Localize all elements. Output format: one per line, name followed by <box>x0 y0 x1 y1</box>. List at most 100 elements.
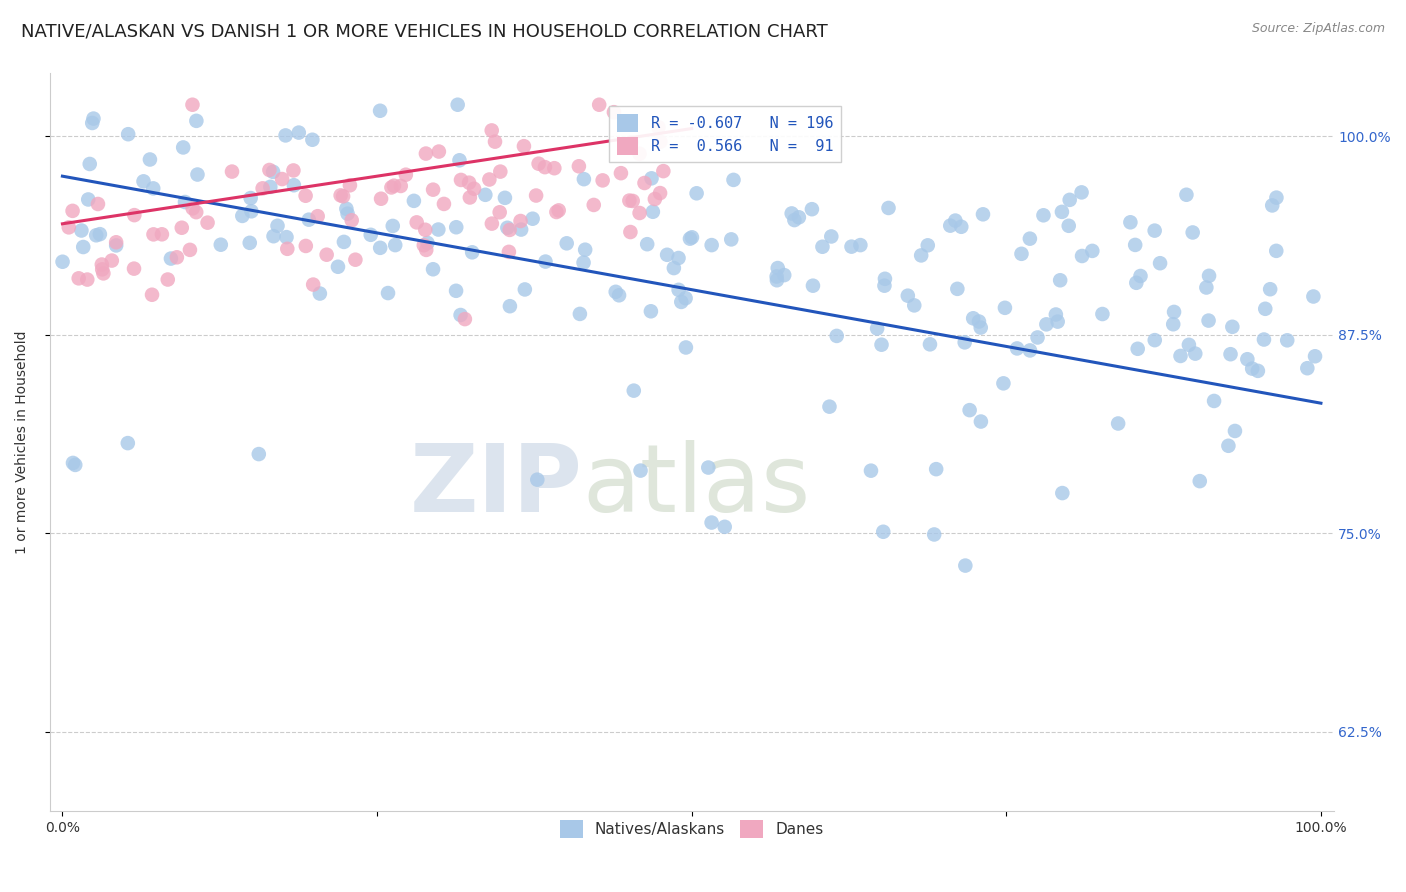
Point <box>449 153 471 168</box>
Point <box>1045 308 1067 322</box>
Point <box>610 166 633 180</box>
Point <box>1241 361 1264 376</box>
Point <box>84 228 107 243</box>
Point <box>1303 349 1326 363</box>
Point <box>619 194 641 208</box>
Point <box>588 97 610 112</box>
Point <box>1052 486 1074 500</box>
Point <box>1018 232 1040 246</box>
Point <box>568 159 591 173</box>
Point <box>866 321 889 335</box>
Point <box>903 298 925 312</box>
Point <box>939 219 962 233</box>
Point <box>700 238 723 252</box>
Point <box>1046 315 1069 329</box>
Text: Source: ZipAtlas.com: Source: ZipAtlas.com <box>1251 22 1385 36</box>
Point <box>636 237 658 252</box>
Point <box>333 235 356 249</box>
Y-axis label: 1 or more Vehicles in Household: 1 or more Vehicles in Household <box>15 330 30 554</box>
Point <box>301 133 323 147</box>
Point <box>619 225 641 239</box>
Point <box>972 207 994 221</box>
Point <box>82 116 104 130</box>
Point <box>623 384 645 398</box>
Point <box>395 168 418 182</box>
Point <box>582 198 605 212</box>
Point <box>633 176 655 190</box>
Point <box>641 204 664 219</box>
Point <box>380 180 402 194</box>
Point <box>65 458 87 472</box>
Point <box>416 235 439 250</box>
Point <box>818 400 841 414</box>
Point <box>555 236 578 251</box>
Point <box>1026 330 1049 344</box>
Point <box>274 128 297 143</box>
Point <box>620 136 643 150</box>
Point <box>415 243 437 257</box>
Point <box>959 403 981 417</box>
Point <box>681 230 703 244</box>
Point <box>186 113 208 128</box>
Point <box>534 160 557 174</box>
Point <box>308 286 330 301</box>
Point <box>263 229 285 244</box>
Point <box>607 288 630 302</box>
Point <box>122 261 145 276</box>
Point <box>239 235 262 250</box>
Point <box>295 239 318 253</box>
Point <box>72 240 94 254</box>
Point <box>489 164 512 178</box>
Point <box>1057 219 1080 233</box>
Point <box>800 202 823 217</box>
Point <box>766 261 789 276</box>
Point <box>259 179 281 194</box>
Point <box>259 163 281 178</box>
Point <box>51 254 73 268</box>
Point <box>628 146 651 161</box>
Point <box>640 304 662 318</box>
Point <box>499 299 522 313</box>
Point <box>326 260 349 274</box>
Point <box>700 516 723 530</box>
Point <box>870 337 893 351</box>
Point <box>402 194 425 208</box>
Point <box>427 222 450 236</box>
Point <box>697 460 720 475</box>
Point <box>209 237 232 252</box>
Point <box>433 197 456 211</box>
Point <box>181 202 204 216</box>
Point <box>640 171 662 186</box>
Point <box>156 272 179 286</box>
Point <box>574 243 596 257</box>
Point <box>329 188 352 202</box>
Point <box>1254 301 1277 316</box>
Point <box>454 312 477 326</box>
Point <box>780 206 803 220</box>
Point <box>179 243 201 257</box>
Point <box>478 172 501 186</box>
Point <box>117 127 139 141</box>
Point <box>527 157 550 171</box>
Point <box>368 241 391 255</box>
Point <box>90 258 112 272</box>
Point <box>859 464 882 478</box>
Point <box>630 464 652 478</box>
Point <box>1123 238 1146 252</box>
Point <box>377 286 399 301</box>
Point <box>652 164 675 178</box>
Point <box>139 153 162 167</box>
Point <box>427 145 450 159</box>
Point <box>132 174 155 188</box>
Point <box>288 126 311 140</box>
Point <box>1219 347 1241 361</box>
Point <box>413 223 436 237</box>
Point <box>231 209 253 223</box>
Point <box>970 415 993 429</box>
Point <box>773 268 796 282</box>
Point <box>150 227 173 242</box>
Point <box>1265 244 1288 258</box>
Point <box>332 189 354 203</box>
Point <box>877 201 900 215</box>
Point <box>1198 268 1220 283</box>
